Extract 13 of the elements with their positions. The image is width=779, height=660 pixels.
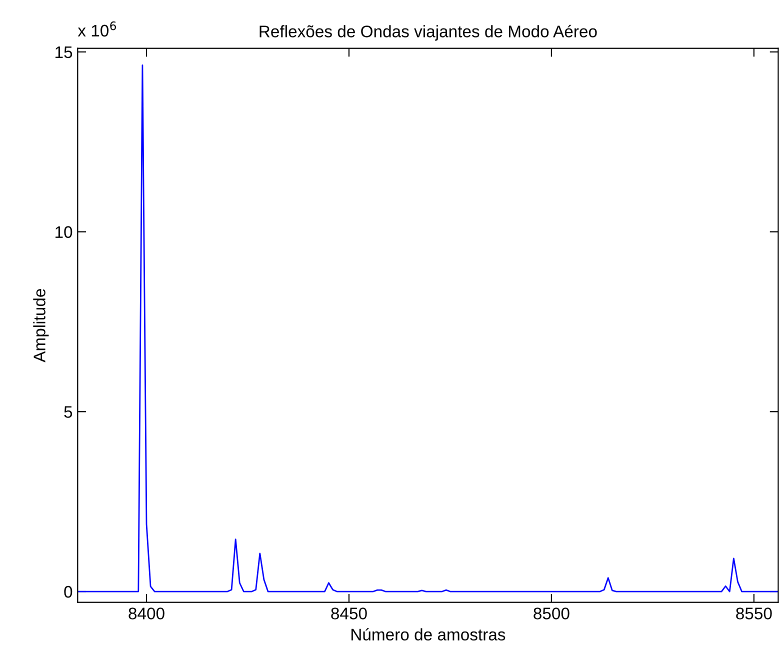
x-tick-label: 8500 (534, 608, 570, 620)
x-tick-label: 8550 (736, 608, 772, 620)
x-tick-label: 8400 (128, 608, 164, 620)
x-axis-title: Número de amostras (352, 628, 506, 641)
text: x 10$^{6}$ (78, 21, 116, 37)
x-tick-label: 8450 (331, 608, 367, 620)
y-tick-label: 5 (64, 406, 72, 418)
chart-title: Reflexões de Ondas viajantes de Modo Aéreo (260, 24, 597, 41)
y-tick-label: 10 (56, 226, 72, 238)
y-tick-label: 15 (56, 46, 72, 58)
y-axis-title: Amplitude (33, 288, 49, 362)
line-series (78, 64, 778, 592)
y-tick-label: 0 (64, 586, 72, 598)
